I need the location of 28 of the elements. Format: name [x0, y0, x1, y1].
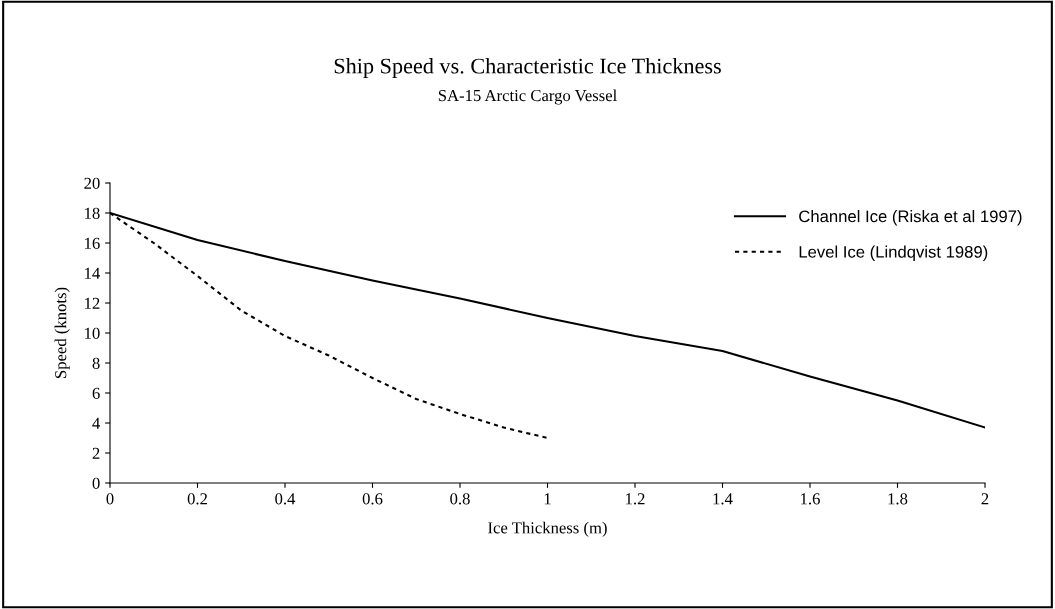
x-tick-label: 0.6 [362, 493, 383, 505]
y-tick-label: 6 [92, 387, 100, 399]
y-tick-label: 2 [92, 447, 100, 459]
legend-label: Channel Ice (Riska et al 1997) [799, 210, 1022, 226]
x-tick-label: 1.8 [888, 493, 908, 505]
y-tick-label: 14 [85, 267, 101, 279]
y-tick-label: 10 [85, 327, 100, 339]
y-tick-label: 0 [92, 477, 100, 489]
x-axis-title: Ice Thickness (m) [488, 521, 607, 537]
y-axis-title: Speed (knots) [54, 287, 70, 378]
x-tick-label: 1 [544, 493, 551, 505]
x-tick-label: 1.2 [626, 493, 645, 505]
chart-subtitle: SA-15 Arctic Cargo Vessel [438, 89, 617, 105]
y-tick-label: 16 [85, 237, 100, 249]
legend-label: Level Ice (Lindqvist 1989) [799, 245, 988, 262]
x-tick-label: 0.4 [275, 493, 296, 505]
x-tick-label: 0 [106, 493, 114, 505]
x-tick-label: 1.4 [713, 493, 733, 505]
x-tick-label: 0.2 [187, 493, 207, 505]
y-tick-label: 18 [85, 207, 100, 219]
x-tick-label: 2 [981, 493, 989, 505]
y-tick-label: 12 [85, 297, 100, 309]
y-tick-label: 4 [92, 417, 101, 429]
x-tick-label: 0.8 [450, 493, 470, 505]
y-tick-label: 8 [92, 357, 100, 369]
chart-title: Ship Speed vs. Characteristic Ice Thickness [334, 57, 721, 79]
y-tick-label: 20 [84, 177, 100, 189]
x-tick-label: 1.6 [801, 493, 820, 505]
